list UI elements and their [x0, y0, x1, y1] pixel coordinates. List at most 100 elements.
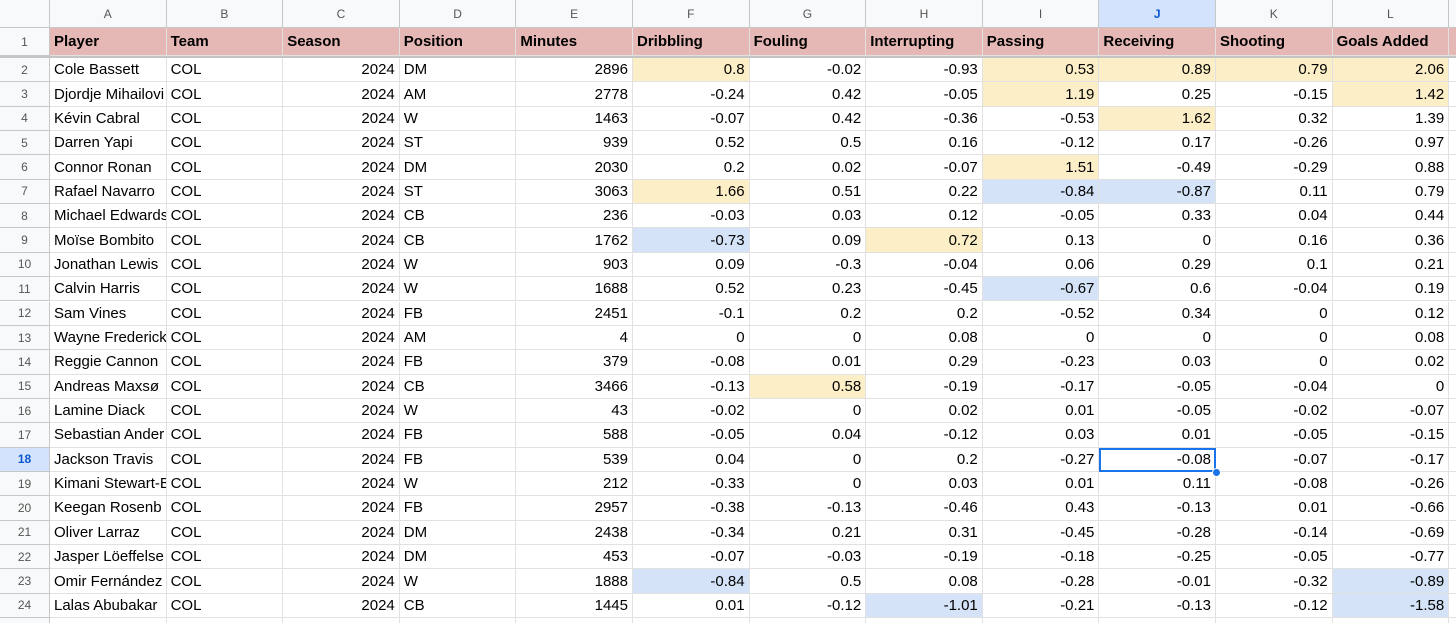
- cell: 1.42: [1332, 82, 1450, 107]
- row-number: 8: [0, 204, 50, 229]
- cell: Reggie Cannon: [50, 350, 167, 375]
- cell: 1.62: [1099, 106, 1216, 132]
- cell: 1.19: [982, 82, 1100, 107]
- cell: 0.16: [866, 131, 983, 156]
- cell: 0.43: [982, 496, 1100, 521]
- cell: 0.52: [633, 277, 750, 302]
- cell: 539: [516, 447, 633, 472]
- cell: -0.14: [1216, 520, 1333, 545]
- cell: -0.05: [1216, 545, 1333, 570]
- cell: -0.12: [1216, 593, 1333, 619]
- cell: -0.93: [866, 58, 983, 83]
- cell: 2024: [283, 179, 400, 205]
- fill-handle[interactable]: [1212, 467, 1221, 477]
- row-number: 21: [0, 520, 50, 545]
- cell: 453: [516, 545, 633, 570]
- cell: 2030: [516, 155, 633, 180]
- cell: 2024: [283, 228, 400, 253]
- row-number: 2: [0, 58, 50, 83]
- cell: COL: [166, 398, 284, 424]
- cell: [1449, 155, 1456, 180]
- cell: COL: [166, 350, 284, 375]
- cell: [1449, 618, 1456, 623]
- cell: -0.66: [1332, 496, 1450, 521]
- cell: 3466: [516, 374, 633, 399]
- cell: 2778: [516, 82, 633, 107]
- cell: FB: [399, 350, 517, 375]
- cell: -0.07: [1332, 398, 1450, 424]
- cell: W: [399, 398, 517, 424]
- cell: Michael Edwards: [50, 204, 167, 229]
- cell: 1.51: [982, 155, 1100, 180]
- cell: 0.89: [1099, 58, 1216, 83]
- cell: 0.01: [749, 350, 867, 375]
- cell: -0.27: [982, 447, 1100, 472]
- cell: COL: [166, 179, 284, 205]
- cell: 0.1: [1216, 252, 1333, 278]
- row-number: [0, 618, 50, 623]
- cell: 212: [516, 471, 633, 497]
- cell: COL: [166, 325, 284, 351]
- row-number: 7: [0, 179, 50, 205]
- cell: COL: [166, 131, 284, 156]
- cell: 0.16: [1216, 228, 1333, 253]
- cell: -0.05: [633, 423, 750, 448]
- cell: COL: [166, 58, 284, 83]
- cell: 0.01: [1099, 423, 1216, 448]
- cell: -0.05: [1216, 423, 1333, 448]
- cell: Sam Vines: [50, 301, 167, 326]
- cell: 0.8: [633, 58, 750, 83]
- cell: 2024: [283, 301, 400, 326]
- cell: Calvin Harris: [50, 277, 167, 302]
- cell: -0.1: [633, 301, 750, 326]
- cell: [516, 618, 633, 623]
- cell: -0.05: [1099, 374, 1216, 399]
- cell: 0.42: [749, 106, 867, 132]
- cell: CB: [399, 374, 517, 399]
- cell: 0.01: [982, 471, 1100, 497]
- cell: -0.36: [866, 106, 983, 132]
- cell: 1688: [516, 277, 633, 302]
- cell: COL: [166, 593, 284, 619]
- cell: -0.19: [866, 374, 983, 399]
- cell: [1099, 618, 1216, 623]
- cell: 0.88: [1332, 155, 1450, 180]
- cell: 0.34: [1099, 301, 1216, 326]
- column-header: J: [1099, 0, 1216, 28]
- cell: 0.19: [1332, 277, 1450, 302]
- cell: 903: [516, 252, 633, 278]
- cell: 0.2: [749, 301, 867, 326]
- cell: FB: [399, 423, 517, 448]
- row-number: 6: [0, 155, 50, 180]
- row-number: 22: [0, 545, 50, 570]
- cell: 0: [1216, 350, 1333, 375]
- row-number: 3: [0, 82, 50, 107]
- cell: -0.13: [633, 374, 750, 399]
- column-header: B: [166, 0, 284, 28]
- cell: -0.3: [749, 252, 867, 278]
- cell: Jackson Travis: [50, 447, 167, 472]
- cell: -0.05: [866, 82, 983, 107]
- cell: [1449, 302, 1456, 326]
- cell: Keegan Rosenb: [50, 496, 167, 521]
- column-header: D: [399, 0, 517, 28]
- cell: 0.12: [1332, 301, 1450, 326]
- cell: 2024: [283, 423, 400, 448]
- cell: 0.09: [749, 228, 867, 253]
- cell: -0.87: [1099, 179, 1216, 205]
- cell: 0.52: [633, 131, 750, 156]
- cell: 0.01: [633, 593, 750, 619]
- cell: COL: [166, 277, 284, 302]
- cell: 0: [749, 398, 867, 424]
- row-number: 17: [0, 423, 50, 448]
- cell: -0.03: [749, 545, 867, 570]
- cell: COL: [166, 471, 284, 497]
- cell: 2024: [283, 58, 400, 83]
- cell: 2896: [516, 58, 633, 83]
- cell: 2024: [283, 545, 400, 570]
- cell: Omir Fernández: [50, 569, 167, 594]
- cell: [1449, 58, 1456, 83]
- cell: 0.21: [1332, 252, 1450, 278]
- cell: 0.03: [749, 204, 867, 229]
- cell: -0.04: [866, 252, 983, 278]
